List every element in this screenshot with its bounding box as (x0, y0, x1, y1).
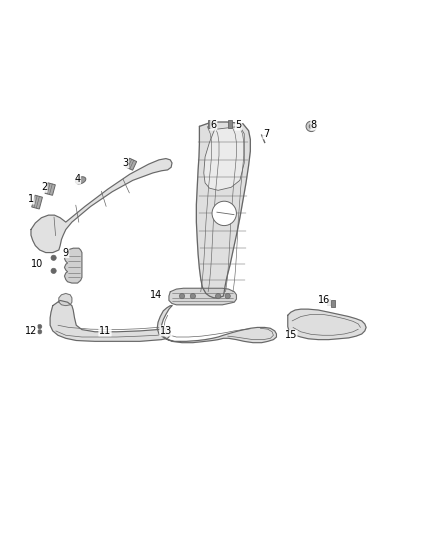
Circle shape (225, 294, 230, 298)
Text: 1: 1 (28, 194, 34, 204)
Text: 9: 9 (63, 247, 69, 257)
Text: 13: 13 (160, 326, 172, 336)
Text: 10: 10 (31, 260, 43, 269)
Circle shape (51, 268, 56, 273)
Polygon shape (196, 122, 251, 298)
Circle shape (212, 201, 237, 225)
Circle shape (180, 294, 185, 298)
Text: 6: 6 (211, 120, 217, 130)
Circle shape (215, 294, 221, 298)
Polygon shape (204, 126, 244, 190)
Bar (45, 183, 55, 195)
Text: 2: 2 (41, 182, 47, 192)
Circle shape (38, 329, 42, 334)
Polygon shape (64, 248, 82, 283)
Polygon shape (288, 309, 366, 340)
Text: 12: 12 (25, 326, 37, 336)
Text: 16: 16 (318, 295, 330, 305)
Text: 5: 5 (236, 120, 242, 130)
Polygon shape (31, 158, 172, 253)
Polygon shape (59, 294, 72, 305)
Text: 4: 4 (74, 174, 81, 183)
Circle shape (51, 255, 56, 261)
Ellipse shape (75, 177, 86, 184)
Bar (32, 195, 42, 209)
Bar (126, 158, 137, 170)
Text: 14: 14 (150, 290, 162, 300)
Circle shape (309, 124, 314, 128)
Polygon shape (50, 301, 170, 341)
Circle shape (190, 294, 195, 298)
Circle shape (38, 325, 42, 329)
Bar (327, 299, 330, 305)
Text: 8: 8 (311, 120, 317, 130)
Circle shape (306, 121, 317, 132)
Text: 11: 11 (99, 326, 111, 336)
Polygon shape (169, 288, 237, 305)
Text: 3: 3 (122, 158, 128, 168)
Bar (228, 120, 232, 128)
Bar (208, 120, 212, 128)
Bar (331, 300, 335, 307)
Text: 15: 15 (285, 330, 297, 340)
Text: 7: 7 (263, 129, 269, 139)
Polygon shape (157, 305, 276, 343)
